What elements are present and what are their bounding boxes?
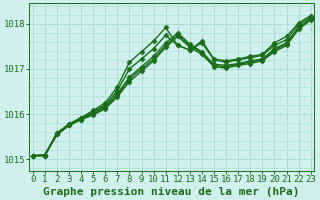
X-axis label: Graphe pression niveau de la mer (hPa): Graphe pression niveau de la mer (hPa): [44, 186, 300, 197]
